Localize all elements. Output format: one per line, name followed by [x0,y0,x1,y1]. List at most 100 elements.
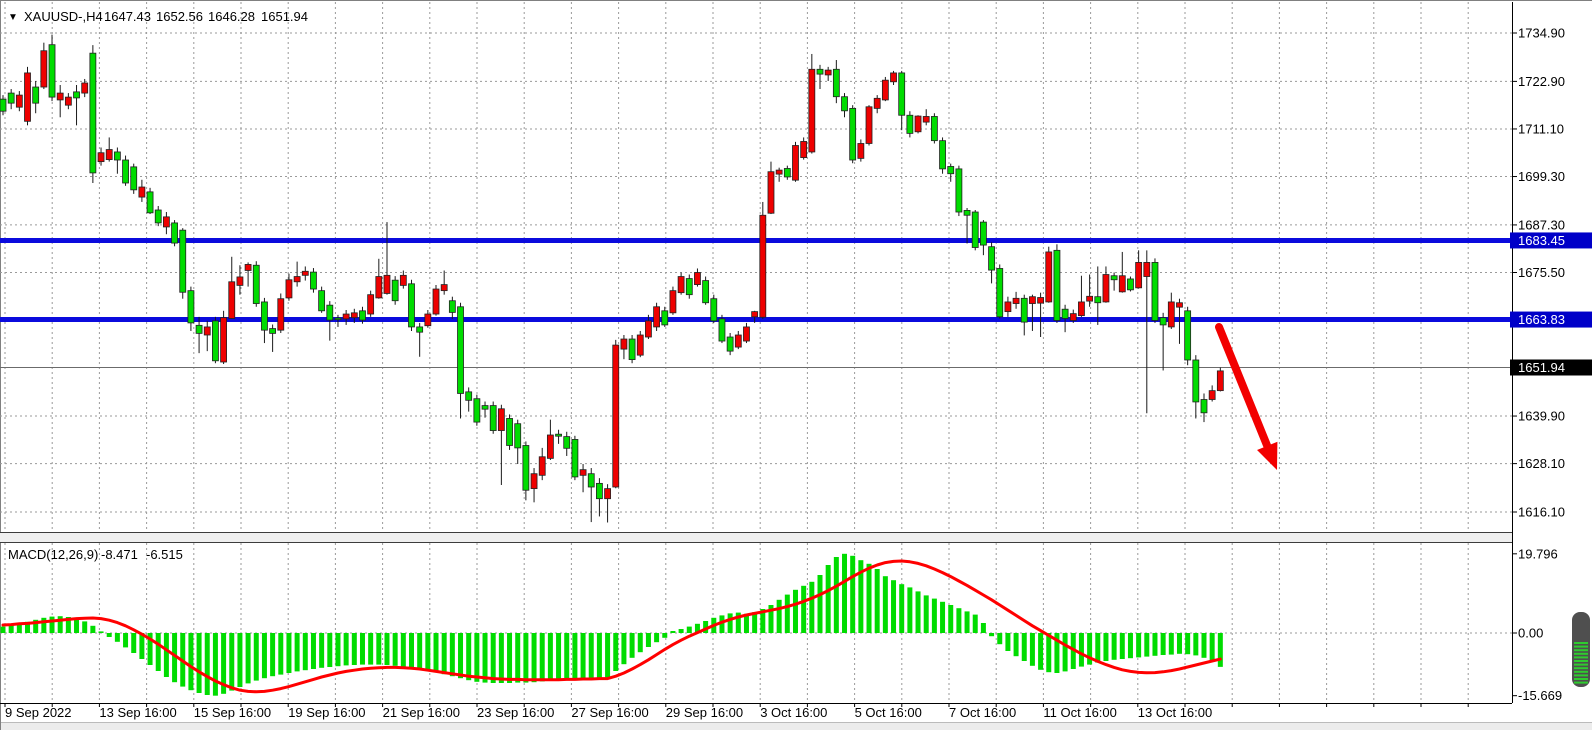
macd-histogram-bar [956,608,962,633]
candle-bullish [914,115,922,133]
candle-bullish [375,276,383,299]
macd-histogram-bar [580,633,586,679]
time-axis-label: 29 Sep 16:00 [666,705,743,720]
macd-histogram-bar [605,633,611,678]
candle-bullish [775,169,783,175]
macd-histogram-bar [400,633,406,667]
candle-bearish [1200,399,1208,414]
candle-bearish [154,209,162,224]
macd-histogram-bar [948,605,954,633]
candle-bearish [906,114,914,134]
candle-bearish [898,72,906,116]
macd-histogram-bar [645,633,651,647]
candle-bearish [1159,317,1167,326]
macd-histogram-bar [384,633,390,665]
candle-bearish [849,107,857,161]
macd-histogram-bar [1185,633,1191,655]
symbol-dropdown-icon[interactable]: ▼ [8,12,18,23]
candle-bearish [195,324,203,334]
macd-histogram-bar [49,616,55,633]
macd-histogram-bar [1217,633,1223,667]
macd-histogram-bar [498,633,504,683]
horizontal-level-lines[interactable] [0,237,1512,323]
candle-bearish [571,439,579,478]
macd-histogram-bar [1062,633,1068,672]
macd-histogram-bar [261,633,267,679]
candle-bullish [800,141,808,158]
macd-histogram-bar [694,623,700,633]
macd-histogram-bar [212,633,218,696]
candle-bearish [465,391,473,401]
candle-bearish [179,229,187,293]
scrollbar-thumb-stripe [1574,649,1588,652]
macd-histogram-bar [1078,633,1084,667]
macd-histogram-bar [351,633,357,665]
macd-histogram-bar [114,633,120,642]
arrow-shaft[interactable] [1215,323,1276,462]
macd-histogram-bar [172,633,178,683]
macd-histogram-bar [596,633,602,678]
candle-bullish [432,288,440,315]
candle-bullish [64,96,72,106]
time-axis-label: 7 Oct 16:00 [949,705,1016,720]
ohlc-close-value: 1651.94 [261,9,308,24]
candle-bullish [808,68,816,153]
macd-histogram-bar [155,633,161,671]
macd-indicator-name: MACD(12,26,9) [8,547,98,562]
candle-bullish [56,92,64,101]
candle-bearish [489,405,497,431]
candle-bearish [702,280,710,304]
candle-bearish [146,191,154,214]
arrow-head[interactable] [1257,441,1278,470]
macd-histogram-bar [245,633,251,684]
candle-bullish [228,281,236,319]
macd-histogram-bar [972,614,978,633]
candle-bearish [832,68,840,98]
macd-histogram-bar [294,633,300,672]
candle-bearish [7,92,15,104]
macd-histogram-bar [891,580,897,633]
candle-bullish [383,274,391,294]
macd-histogram-bar [686,626,692,633]
scrollbar-thumb-stripe [1574,670,1588,673]
macd-axis-label: 0.00 [1518,626,1543,641]
macd-histogram-bar [907,587,913,633]
candle-bearish [1127,278,1134,291]
macd-histogram-bar [237,633,243,687]
macd-histogram-bar [74,618,80,633]
candle-bearish [481,405,489,410]
candle-bearish [1061,308,1069,319]
macd-histogram-bar [229,633,235,691]
macd-histogram-bar [1160,633,1166,655]
macd-histogram-bar [368,633,374,665]
macd-histogram-bar [678,629,684,633]
ohlc-high-value: 1652.56 [156,9,203,24]
macd-histogram-bar [433,633,439,673]
macd-histogram-bar [131,633,137,653]
macd-histogram-bar [760,609,766,633]
candle-bearish [391,279,399,302]
price-axis-label: 1699.30 [1518,169,1565,184]
red-down-arrow-annotation[interactable] [1215,323,1278,470]
candle-bearish [726,336,734,352]
macd-histogram-bar [123,633,129,648]
macd-histogram-bar [1046,633,1052,673]
scrollbar-thumb[interactable] [1572,612,1590,687]
macd-axis-label: 19.796 [1518,546,1558,561]
candle-bullish [1012,297,1020,304]
macd-histogram-bar [874,569,880,633]
macd-histogram-bar [1029,633,1035,666]
macd-histogram-bar [188,633,194,691]
macd-histogram-bar [147,633,153,665]
candle-bullish [751,311,759,318]
macd-histogram-bar [106,633,112,637]
macd-histogram-bar [90,625,96,633]
macd-histogram-bar [547,633,553,681]
macd-histogram-bar [637,633,643,653]
candle-bullish [1102,274,1110,303]
candle-bullish [620,338,628,350]
macd-histogram-bar [253,633,259,681]
candle-bearish [310,271,317,290]
macd-histogram-bar [490,633,496,683]
